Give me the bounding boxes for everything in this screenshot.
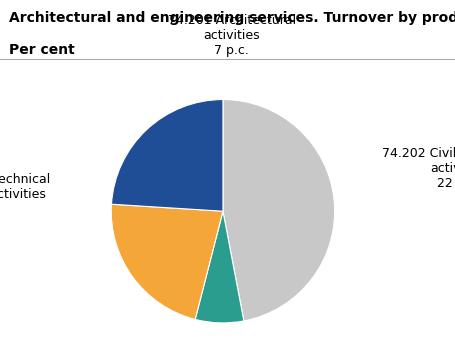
Text: 74.201 Architectural
activities
7 p.c.: 74.201 Architectural activities 7 p.c. [168,14,296,57]
Wedge shape [223,100,334,321]
Text: 74.209 Other technical
consultancy activities
47 p.c.: 74.209 Other technical consultancy activ… [0,173,50,216]
Wedge shape [111,100,223,211]
Text: Per cent: Per cent [9,43,75,57]
Text: 74.202 Civil engineering
activities
22 p.c.: 74.202 Civil engineering activities 22 p… [382,147,455,190]
Wedge shape [111,204,223,319]
Text: Architectural and engineering services. Turnover by products. 2007.: Architectural and engineering services. … [9,11,455,25]
Wedge shape [195,211,244,323]
